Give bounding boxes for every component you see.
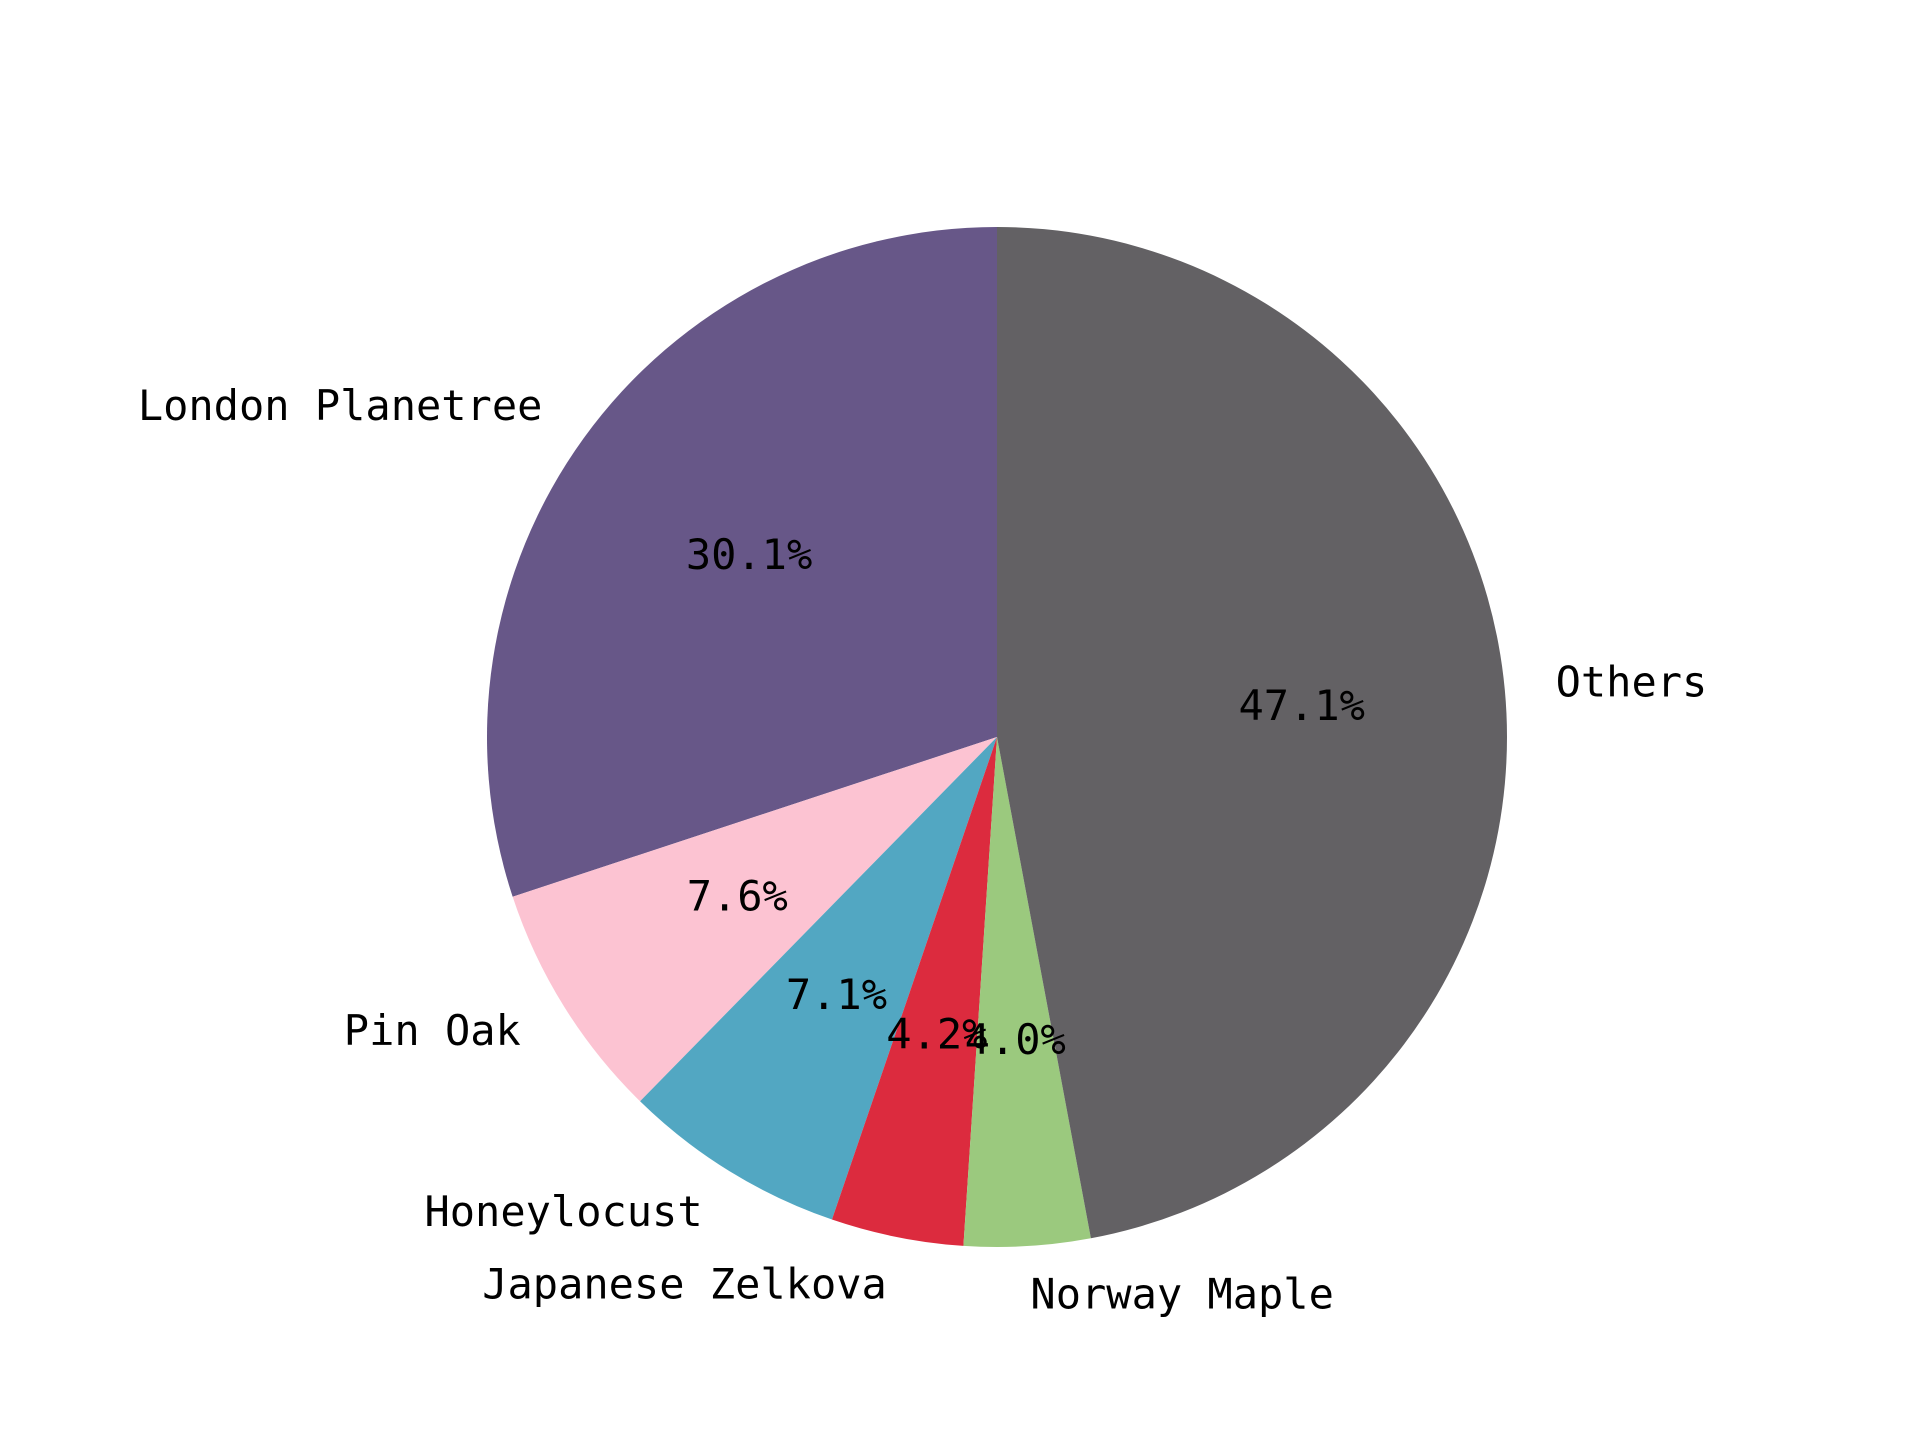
pct-label-2: 7.1%	[786, 970, 887, 1019]
pie-slice-0	[487, 227, 997, 897]
slice-label-0: London Planetree	[138, 381, 543, 430]
pie-slice-4	[963, 737, 1091, 1247]
slice-label-4: Norway Maple	[1030, 1270, 1333, 1319]
pct-label-3: 4.2%	[886, 1010, 987, 1059]
slice-label-1: Pin Oak	[344, 1006, 521, 1055]
pct-label-1: 7.6%	[687, 871, 788, 920]
pct-label-4: 4.0%	[965, 1015, 1066, 1064]
slices-layer	[487, 227, 1508, 1247]
pie-slice-2	[640, 737, 997, 1220]
slice-label-5: Others	[1556, 658, 1708, 707]
pie-slice-3	[831, 737, 997, 1246]
slice-label-2: Honeylocust	[424, 1187, 702, 1236]
pct-label-5: 47.1%	[1238, 681, 1364, 730]
labels-layer: London Planetree 30.1% Pin Oak 7.6% Honeyloc…	[138, 381, 1707, 1319]
slice-label-3: Japanese Zelkova	[482, 1260, 887, 1309]
pie-slice-5	[997, 227, 1508, 1239]
pct-label-0: 30.1%	[686, 530, 812, 579]
pie-slice-1	[512, 737, 997, 1102]
